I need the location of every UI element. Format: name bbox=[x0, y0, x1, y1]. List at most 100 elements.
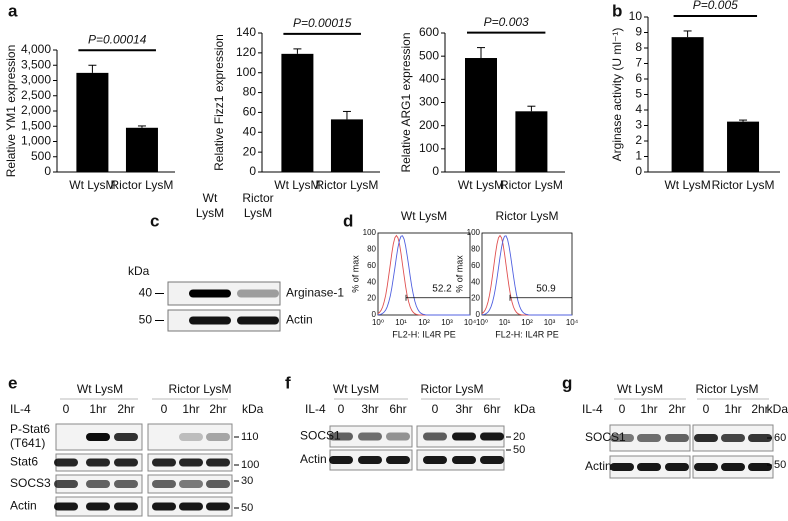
time-label: 0 bbox=[703, 402, 710, 416]
y-tick-label: 100 bbox=[419, 141, 439, 155]
x-tick-label: Wt LysM bbox=[274, 178, 320, 192]
x-tick-label: 10³ bbox=[544, 318, 556, 327]
time-label: 6hr bbox=[483, 402, 500, 416]
y-tick-label: 4 bbox=[635, 102, 642, 116]
band bbox=[329, 456, 353, 464]
y-tick-label: 60 bbox=[471, 261, 480, 270]
y-tick-label: 8 bbox=[635, 40, 642, 54]
band bbox=[386, 456, 410, 464]
y-axis-label: Relative Fizz1 expression bbox=[212, 34, 226, 171]
y-tick-label: 6 bbox=[635, 71, 642, 85]
row-label: SOCS1 bbox=[300, 429, 341, 443]
x-tick-label: Rictor LysM bbox=[111, 178, 174, 192]
y-tick-label: 40 bbox=[367, 277, 376, 286]
y-tick-label: 3 bbox=[635, 118, 642, 132]
y-tick-label: 40 bbox=[471, 277, 480, 286]
band bbox=[694, 434, 718, 442]
bar bbox=[330, 119, 363, 172]
plot-title: Wt LysM bbox=[401, 209, 447, 223]
band bbox=[86, 433, 110, 441]
y-tick-label: 20 bbox=[471, 294, 480, 303]
treatment-label: IL-4 bbox=[582, 402, 603, 416]
x-axis-label: FL2-H: IL4R PE bbox=[392, 329, 456, 339]
time-label: 0 bbox=[338, 402, 345, 416]
row-label: Actin bbox=[10, 499, 37, 513]
y-tick-label: 140 bbox=[236, 25, 256, 39]
y-tick-label: 0 bbox=[635, 164, 642, 178]
band bbox=[86, 502, 110, 511]
bar bbox=[125, 127, 158, 172]
band bbox=[610, 434, 634, 442]
band bbox=[237, 289, 279, 298]
histogram-curve bbox=[377, 235, 470, 316]
group-label: Rictor LysM bbox=[421, 382, 484, 396]
gate-value: 52.2 bbox=[432, 283, 452, 294]
band bbox=[665, 463, 689, 471]
y-tick-label: 2,500 bbox=[21, 88, 51, 102]
marker-label: 100 bbox=[241, 459, 259, 471]
y-axis-label: % of max bbox=[350, 255, 360, 293]
marker-label: 20 bbox=[513, 431, 525, 443]
band bbox=[423, 432, 447, 441]
y-tick-label: 0 bbox=[476, 310, 481, 319]
y-tick-label: 4,000 bbox=[21, 42, 51, 56]
time-label: 2hr bbox=[751, 402, 768, 416]
y-tick-label: 10 bbox=[629, 9, 643, 23]
group-label: Wt LysM bbox=[333, 382, 379, 396]
y-tick-label: 600 bbox=[419, 25, 439, 39]
lane-label: Rictor bbox=[242, 191, 273, 205]
time-label: 1hr bbox=[89, 402, 106, 416]
y-tick-label: 100 bbox=[363, 228, 377, 237]
band bbox=[386, 432, 410, 441]
unit-label: kDa bbox=[128, 264, 150, 278]
band bbox=[114, 502, 138, 511]
band bbox=[206, 480, 230, 488]
y-tick-label: 0 bbox=[432, 164, 439, 178]
y-tick-label: 120 bbox=[236, 45, 256, 59]
panel-letter: g bbox=[562, 373, 572, 392]
x-tick-label: Wt LysM bbox=[69, 178, 115, 192]
group-label: Rictor LysM bbox=[696, 382, 759, 396]
unit-label: kDa bbox=[767, 402, 788, 416]
time-label: 1hr bbox=[724, 402, 741, 416]
y-tick-label: 40 bbox=[243, 124, 257, 138]
band bbox=[637, 434, 661, 442]
y-axis-label: Arginase activity (U ml⁻¹) bbox=[610, 28, 624, 162]
band bbox=[452, 456, 476, 464]
bar bbox=[281, 53, 314, 172]
x-tick-label: 10² bbox=[418, 318, 430, 327]
x-tick-label: Wt LysM bbox=[664, 178, 710, 192]
band bbox=[54, 458, 78, 467]
y-tick-label: 2,000 bbox=[21, 103, 51, 117]
x-tick-label: Rictor LysM bbox=[316, 178, 379, 192]
plot-frame bbox=[481, 232, 573, 316]
y-tick-label: 0 bbox=[44, 164, 51, 178]
band bbox=[86, 458, 110, 467]
band bbox=[748, 463, 772, 471]
y-tick-label: 100 bbox=[467, 228, 481, 237]
band bbox=[86, 480, 110, 488]
band bbox=[480, 432, 504, 441]
marker-label: 30 bbox=[241, 475, 253, 487]
band bbox=[206, 502, 230, 511]
lane-label: LysM bbox=[244, 206, 272, 220]
y-axis-label: Relative ARG1 expression bbox=[399, 32, 413, 172]
y-tick-label: 100 bbox=[236, 65, 256, 79]
band bbox=[54, 502, 78, 511]
unit-label: kDa bbox=[514, 402, 536, 416]
time-label: 2hr bbox=[117, 402, 134, 416]
blot-strip bbox=[147, 423, 233, 451]
row-label: Stat6 bbox=[10, 455, 38, 469]
band bbox=[610, 463, 634, 471]
panel-letter: e bbox=[8, 373, 17, 392]
treatment-label: IL-4 bbox=[10, 402, 31, 416]
time-label: 0 bbox=[619, 402, 626, 416]
y-tick-label: 80 bbox=[471, 245, 480, 254]
plot-title: Rictor LysM bbox=[496, 209, 559, 223]
band bbox=[694, 463, 718, 471]
band bbox=[206, 433, 230, 441]
y-axis-label: Relative YM1 expression bbox=[4, 45, 18, 178]
band bbox=[179, 458, 203, 467]
band bbox=[358, 432, 382, 441]
band bbox=[206, 458, 230, 467]
